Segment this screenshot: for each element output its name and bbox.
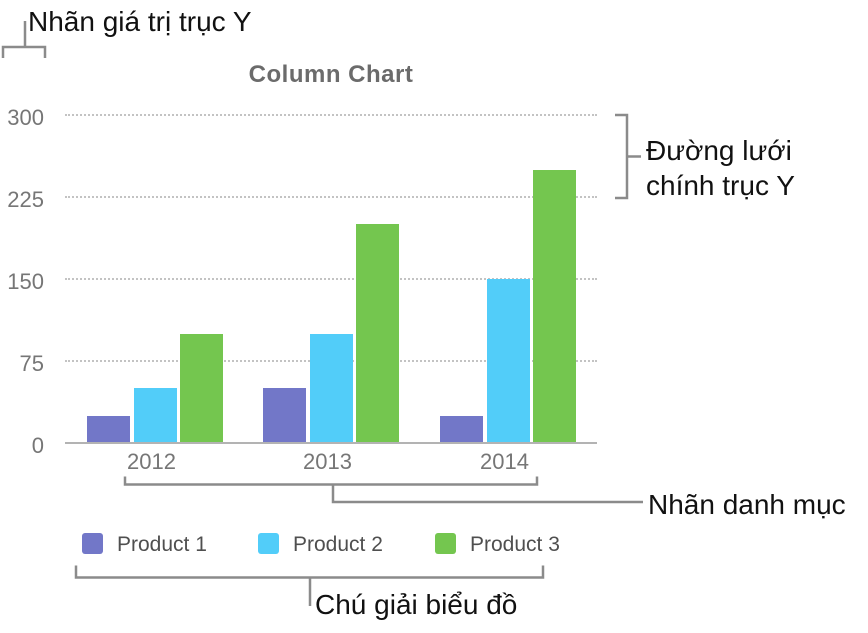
- bar-product-3-2014: [533, 169, 576, 443]
- callout-y-value-labels: Nhãn giá trị trục Y: [28, 6, 252, 37]
- category-label: 2012: [127, 449, 176, 474]
- category-label: 2014: [480, 449, 529, 474]
- bar-product-1-2014: [440, 415, 483, 443]
- y-axis-tick-label: 0: [31, 433, 44, 458]
- category-label: 2013: [303, 449, 352, 474]
- callout-category-labels: Nhãn danh mục: [648, 489, 846, 520]
- legend-label-3: Product 3: [470, 533, 560, 556]
- callout-y-major-gridlines: Đường lưới chính trục Y: [646, 133, 795, 203]
- bar-product-3-2012: [180, 333, 223, 443]
- y-gridline: [65, 278, 597, 280]
- bar-product-2-2012: [133, 388, 177, 443]
- legend-swatch-2: [258, 533, 279, 554]
- bar-product-1-2012: [87, 415, 130, 443]
- callout-y-major-gridlines-line2: chính trục Y: [646, 170, 795, 201]
- y-gridline: [65, 114, 597, 116]
- bar-product-1-2013: [263, 388, 306, 443]
- y-axis-tick-label: 150: [7, 269, 44, 294]
- y-gridline: [65, 196, 597, 198]
- legend-swatch-3: [435, 533, 456, 554]
- legend-swatch-1: [82, 533, 103, 554]
- y-axis-tick-label: 300: [7, 105, 44, 130]
- legend-label-1: Product 1: [117, 533, 207, 556]
- legend-label-2: Product 2: [293, 533, 383, 556]
- chart-title: Column Chart: [248, 61, 414, 88]
- bar-product-3-2013: [356, 224, 399, 443]
- callout-y-major-gridlines-line1: Đường lưới: [646, 135, 792, 166]
- callout-chart-legend: Chú giải biểu đồ: [315, 589, 518, 620]
- bar-product-2-2013: [309, 333, 353, 443]
- x-axis-line: [65, 442, 597, 444]
- y-axis-tick-label: 75: [19, 351, 44, 376]
- y-axis-tick-label: 225: [7, 187, 44, 212]
- bar-product-2-2014: [486, 279, 530, 443]
